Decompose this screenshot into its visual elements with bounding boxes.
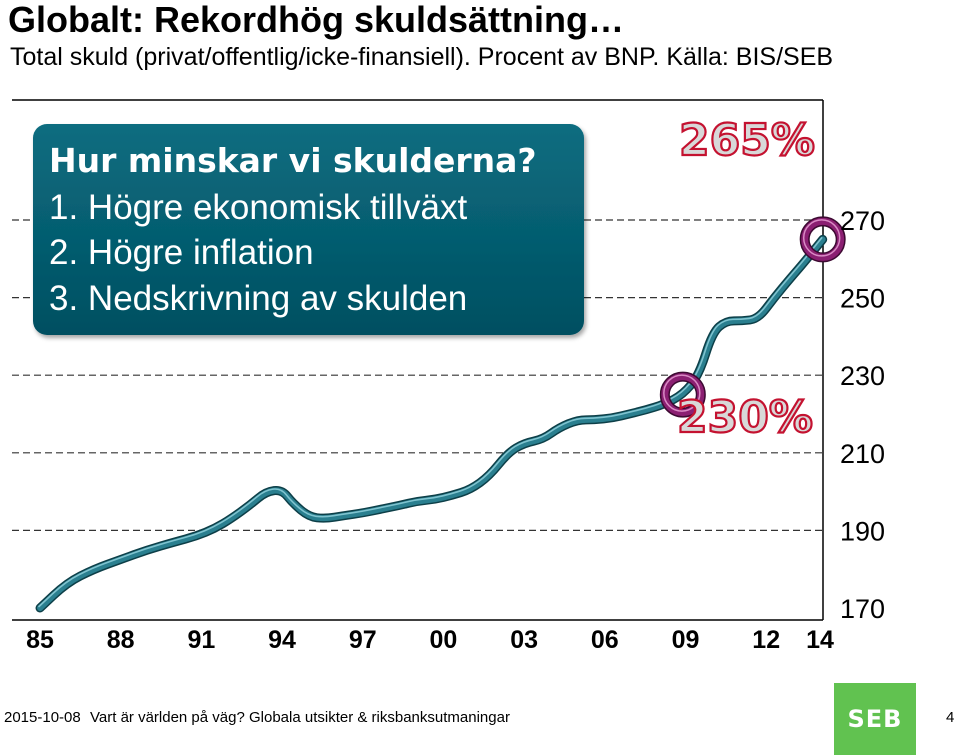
x-tick-label: 00: [430, 626, 458, 654]
y-tick-label: 230: [840, 361, 885, 391]
callout-item-3: 3. Nedskrivning av skulden: [49, 279, 467, 318]
x-tick-label: 97: [349, 626, 377, 654]
page-number: 4: [946, 709, 955, 726]
x-tick-label: 91: [187, 626, 215, 654]
seb-logo-text: SEB: [847, 705, 903, 733]
page-title: Globalt: Rekordhög skuldsättning…: [8, 0, 625, 40]
seb-logo: SEB: [834, 683, 916, 755]
series-line-path: [37, 236, 826, 611]
footer-date: 2015-10-08: [4, 709, 81, 726]
highlight-ring: [801, 217, 845, 261]
y-tick-label: 250: [840, 284, 885, 314]
x-tick-label: 06: [591, 626, 619, 654]
y-tick-label: 170: [840, 594, 885, 624]
callout-box: Hur minskar vi skulderna? 1. Högre ekono…: [33, 124, 584, 335]
y-axis-ticks: 170 190 210 230 250 270: [840, 206, 885, 624]
x-tick-label: 94: [268, 626, 296, 654]
highlight-ring: [661, 373, 705, 417]
debt-chart: 170 190 210 230 250 270 85 88 91 94 97 00 03 06 09 12 1…: [12, 99, 885, 654]
x-tick-label: 88: [107, 626, 135, 654]
x-tick-label: 09: [672, 626, 700, 654]
page-subtitle: Total skuld (privat/offentlig/icke-finan…: [10, 43, 834, 71]
callout-item-2: 2. Högre inflation: [49, 233, 314, 272]
series-line: [35, 234, 828, 613]
highlight-ring-shine: [802, 219, 841, 257]
callout-item-1: 1. Högre ekonomisk tillväxt: [49, 188, 467, 227]
annotation-230: 230%: [677, 392, 813, 443]
x-tick-label: 14: [806, 626, 834, 654]
y-tick-label: 270: [840, 206, 885, 236]
footer-text: Vart är världen på väg? Globala utsikter…: [90, 709, 510, 726]
y-tick-label: 190: [840, 516, 885, 546]
x-tick-label: 12: [752, 626, 780, 654]
y-tick-label: 210: [840, 439, 885, 469]
highlight-ring-shine: [663, 374, 701, 412]
highlight-markers: [659, 216, 846, 418]
series-line-highlight: [38, 237, 823, 608]
x-tick-label: 85: [26, 626, 54, 654]
callout-heading: Hur minskar vi skulderna?: [49, 141, 537, 180]
x-axis-ticks: 85 88 91 94 97 00 03 06 09 12 14: [26, 626, 834, 654]
annotation-265: 265%: [679, 115, 815, 166]
callout-background: [33, 124, 584, 335]
x-tick-label: 03: [510, 626, 538, 654]
